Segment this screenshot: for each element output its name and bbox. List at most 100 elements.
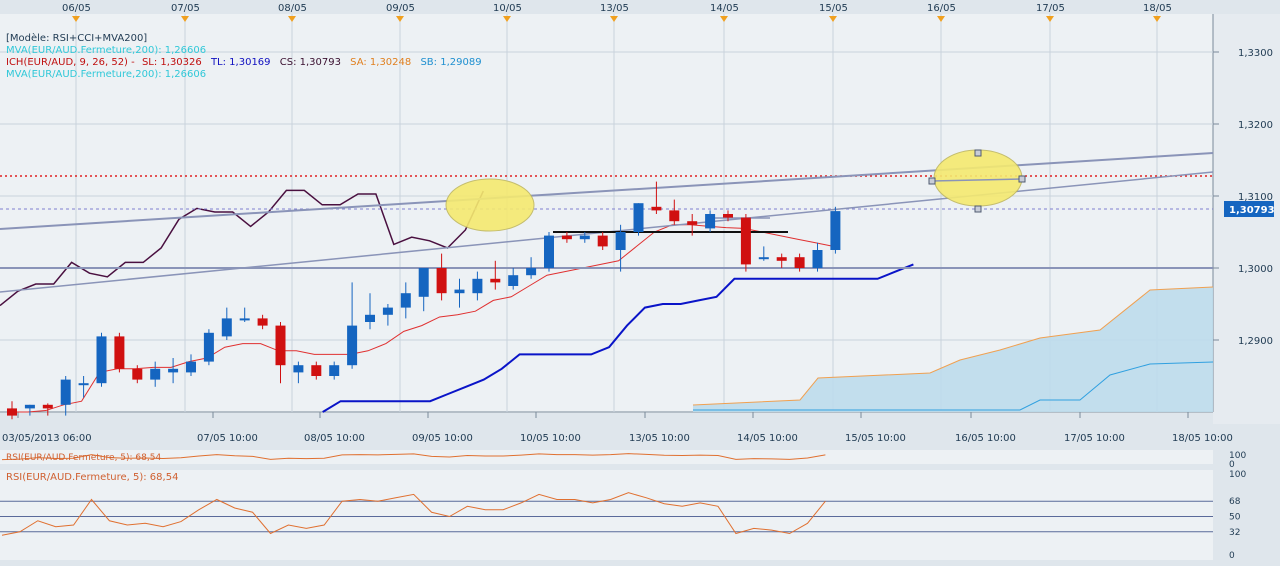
candle-bear	[651, 206, 662, 211]
legend-ich-sb: SB: 1,29089	[420, 57, 481, 68]
top-date-label: 10/05	[493, 3, 522, 14]
candle-bull	[329, 365, 340, 376]
candle-bull	[830, 211, 841, 250]
candle-bull	[78, 383, 89, 386]
candle-bull	[60, 379, 71, 405]
legend-mva: MVA(EUR/AUD.Fermeture,200): 1,26606	[6, 45, 206, 56]
cloud-fill	[693, 287, 1213, 412]
legend-ich-sl: SL: 1,30326	[142, 57, 202, 68]
price-tick-label: 1,3000	[1238, 264, 1273, 275]
bottom-date-label: 15/05 10:00	[845, 433, 906, 444]
price-tick-label: 1,3200	[1238, 120, 1273, 131]
rsi-bottom-axis-label: 68	[1229, 497, 1241, 507]
top-date-label: 06/05	[62, 3, 91, 14]
bottom-date-label: 14/05 10:00	[737, 433, 798, 444]
candle-bear	[561, 235, 572, 240]
top-date-label: 18/05	[1143, 3, 1172, 14]
rsi-bottom-axis-label: 0	[1229, 551, 1235, 561]
top-date-label: 15/05	[819, 3, 848, 14]
candle-bear	[687, 221, 698, 225]
bottom-date-label: 07/05 10:00	[197, 433, 258, 444]
highlight-ellipse-left	[445, 178, 535, 232]
candle-bull	[347, 325, 358, 366]
current-price-label: 1,30793	[1229, 205, 1275, 216]
current-price-box	[1224, 201, 1274, 217]
top-date-label: 07/05	[171, 3, 200, 14]
candle-bear	[776, 257, 787, 261]
highlight-ellipse-right	[933, 149, 1023, 207]
drag-handle	[928, 177, 936, 185]
candle-bull	[96, 336, 107, 384]
top-date-label: 14/05	[710, 3, 739, 14]
bottom-date-label: 03/05/2013 06:00	[2, 433, 92, 444]
date-marker-triangle	[829, 16, 837, 22]
top-date-label: 17/05	[1036, 3, 1065, 14]
candle-bear	[311, 365, 322, 376]
price-axis-bg	[1213, 14, 1280, 424]
ichimoku-cloud	[692, 286, 1214, 412]
kijun-line	[322, 263, 914, 413]
candle-bull	[221, 318, 232, 337]
candle-bear	[436, 268, 447, 294]
candle-bull	[239, 318, 250, 321]
top-date-label: 09/05	[386, 3, 415, 14]
candle-bull	[382, 307, 393, 315]
date-marker-triangle	[288, 16, 296, 22]
legend-mva2: MVA(EUR/AUD.Fermeture,200): 1,26606	[6, 69, 206, 80]
rsi-bottom-axis-label: 50	[1229, 513, 1241, 523]
date-marker-triangle	[72, 16, 80, 22]
legend-ich-prefix: ICH(EUR/AUD, 9, 26, 52) -	[6, 57, 135, 68]
rsi-bottom-axis-label: 100	[1229, 470, 1246, 480]
candle-bull	[579, 235, 590, 240]
rsi-bottom-panel-bg	[0, 470, 1213, 560]
date-marker-triangle	[937, 16, 945, 22]
candle-bull	[633, 203, 644, 232]
rsi-top-panel-bg	[0, 450, 1213, 464]
rsi-bottom-label: RSI(EUR/AUD.Fermeture, 5): 68,54	[6, 472, 178, 483]
tenkan-line	[10, 224, 834, 413]
price-tick-label: 1,3100	[1238, 192, 1273, 203]
highlight-line	[931, 178, 1023, 182]
drag-handle	[1018, 175, 1026, 183]
candle-bull	[418, 268, 429, 297]
legend-ich-cs: CS: 1,30793	[280, 57, 341, 68]
candle-bear	[794, 257, 805, 268]
candle-bear	[669, 210, 680, 222]
rsi-bottom-line	[1, 492, 826, 536]
candle-bull	[150, 368, 161, 380]
bottom-date-label: 13/05 10:00	[629, 433, 690, 444]
bottom-date-axis: 03/05/2013 06:00 07/05 10:00 08/05 10:00 09…	[2, 412, 1233, 444]
bottom-date-label: 17/05 10:00	[1064, 433, 1125, 444]
candle-bull	[812, 250, 823, 268]
candle-bear	[7, 408, 17, 416]
candle-bull	[365, 314, 375, 322]
candle-bull	[186, 361, 196, 373]
drag-handle	[974, 149, 982, 157]
rsi-top-panel	[1, 453, 826, 461]
candle-bull	[615, 232, 626, 250]
legend-ich: ICH(EUR/AUD, 9, 26, 52) - SL: 1,30326 TL…	[6, 57, 482, 68]
candle-bull	[508, 275, 519, 286]
candle-bull	[400, 293, 411, 308]
candle-bull	[705, 214, 716, 229]
date-marker-triangle	[720, 16, 728, 22]
rsi-top-line	[1, 453, 826, 461]
bottom-date-label: 08/05 10:00	[304, 433, 365, 444]
candle-bull	[24, 404, 35, 409]
candle-bull	[526, 268, 537, 276]
date-marker-triangle	[1153, 16, 1161, 22]
top-date-label: 13/05	[600, 3, 629, 14]
rsi-bottom-axis-label: 32	[1229, 528, 1240, 538]
candle-bear	[275, 325, 286, 366]
highlights[interactable]	[445, 149, 1026, 232]
price-tick-label: 1,2900	[1238, 336, 1273, 347]
drag-handle	[974, 205, 982, 213]
candle-bear	[723, 214, 733, 218]
bottom-date-label: 09/05 10:00	[412, 433, 473, 444]
candle-bear	[490, 278, 501, 283]
top-date-label: 08/05	[278, 3, 307, 14]
date-marker-triangle	[1046, 16, 1054, 22]
